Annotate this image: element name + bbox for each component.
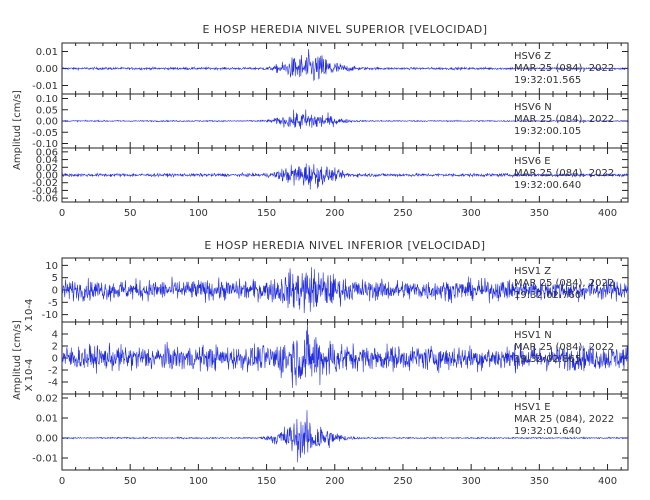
waveform-trace <box>61 267 629 314</box>
y-tick-label: 0.10 <box>36 94 58 105</box>
y-tick-label: 4 <box>52 330 58 341</box>
y-axis-label-inferior: Amplitud [cm/s] <box>12 320 23 400</box>
y-tick-label: -4 <box>48 378 58 389</box>
x-tick-label: 200 <box>325 476 344 487</box>
x-tick-label: 50 <box>124 208 137 219</box>
channel-time-label: 19:32:01.565 <box>514 75 581 86</box>
y-tick-label: 0.02 <box>36 394 58 405</box>
x-tick-label: 400 <box>598 208 617 219</box>
y-tick-label: 10 <box>45 261 58 272</box>
y-tick-label: -0.02 <box>32 178 58 189</box>
x-tick-label: 350 <box>530 476 549 487</box>
y-tick-label: -0.10 <box>32 139 58 150</box>
y-tick-label: -5 <box>48 298 58 309</box>
x-tick-label: 150 <box>257 208 276 219</box>
y-tick-label: 0.02 <box>36 163 58 174</box>
channel-date-label: MAR 25 (084), 2022 <box>514 278 614 289</box>
y-tick-label: 0 <box>52 354 58 365</box>
y-tick-label: 0.00 <box>36 434 58 445</box>
channel-hsv6-e: 0.060.040.020.00-0.02-0.04-0.06 HSV6 EMAR… <box>32 147 629 205</box>
y-tick-label: -0.05 <box>32 128 58 139</box>
channel-station-label: HSV1 Z <box>514 266 551 277</box>
x-tick-label: 150 <box>257 476 276 487</box>
x-tick-label: 300 <box>462 476 481 487</box>
y-tick-label: 5 <box>52 273 58 284</box>
waveform-trace <box>61 322 629 388</box>
y-tick-label: 0.01 <box>36 414 58 425</box>
waveform-trace <box>61 49 629 82</box>
waveform-trace <box>61 410 629 463</box>
channel-time-label: 19:32:01.640 <box>514 426 581 437</box>
y-tick-label: -0.01 <box>32 454 58 465</box>
y-tick-label: 0.05 <box>36 105 58 116</box>
y-tick-label: 0 <box>52 286 58 297</box>
channel-time-label: 19:32:02.760 <box>514 290 581 301</box>
x-tick-label: 300 <box>462 208 481 219</box>
channel-station-label: HSV1 N <box>514 330 552 341</box>
x-tick-label: 0 <box>59 476 65 487</box>
channel-date-label: MAR 25 (084), 2022 <box>514 342 614 353</box>
x-tick-label: 100 <box>189 476 208 487</box>
channel-time-label: 19:32:00.105 <box>514 126 581 137</box>
channel-date-label: MAR 25 (084), 2022 <box>514 168 614 179</box>
y-tick-label: 2 <box>52 342 58 353</box>
channel-station-label: HSV6 N <box>514 102 552 113</box>
y-tick-label: -10 <box>42 310 58 321</box>
x-tick-label: 350 <box>530 208 549 219</box>
y-axis-factor-inferior-n: X 10-4 <box>24 359 35 392</box>
channel-date-label: MAR 25 (084), 2022 <box>514 414 614 425</box>
y-tick-label: 0.00 <box>36 64 58 75</box>
x-tick-label: 250 <box>393 208 412 219</box>
y-tick-label: -0.04 <box>32 186 58 197</box>
panel-title-inferior: E HOSP HEREDIA NIVEL INFERIOR [VELOCIDAD… <box>204 239 485 252</box>
y-tick-label: 0.06 <box>36 147 58 158</box>
channel-station-label: HSV6 E <box>514 156 551 167</box>
channel-date-label: MAR 25 (084), 2022 <box>514 114 614 125</box>
waveform-trace <box>61 163 629 190</box>
x-tick-label: 200 <box>325 208 344 219</box>
y-axis-label-superior: Amplitud [cm/s] <box>12 90 23 170</box>
y-tick-label: 0.00 <box>36 171 58 182</box>
x-tick-label: 400 <box>598 476 617 487</box>
x-tick-label: 100 <box>189 208 208 219</box>
x-tick-label: 0 <box>59 208 65 219</box>
y-tick-label: -0.01 <box>32 81 58 92</box>
y-tick-label: 0.00 <box>36 117 58 128</box>
x-tick-label: 50 <box>124 476 137 487</box>
channel-station-label: HSV1 E <box>514 402 551 413</box>
panel-title-superior: E HOSP HEREDIA NIVEL SUPERIOR [VELOCIDAD… <box>202 23 487 36</box>
channel-time-label: 19:32:00.640 <box>514 180 581 191</box>
x-tick-label: 250 <box>393 476 412 487</box>
y-axis-factor-inferior-z: X 10-4 <box>24 299 35 332</box>
y-tick-label: -0.06 <box>32 194 58 205</box>
channel-frame <box>61 393 629 471</box>
y-tick-label: 0.04 <box>36 155 58 166</box>
channel-time-label: 19:32:02.865 <box>514 354 581 365</box>
channel-date-label: MAR 25 (084), 2022 <box>514 63 614 74</box>
waveform-trace <box>61 109 629 130</box>
channel-station-label: HSV6 Z <box>514 51 551 62</box>
y-tick-label: 0.01 <box>36 47 58 58</box>
y-tick-label: -2 <box>48 366 58 377</box>
